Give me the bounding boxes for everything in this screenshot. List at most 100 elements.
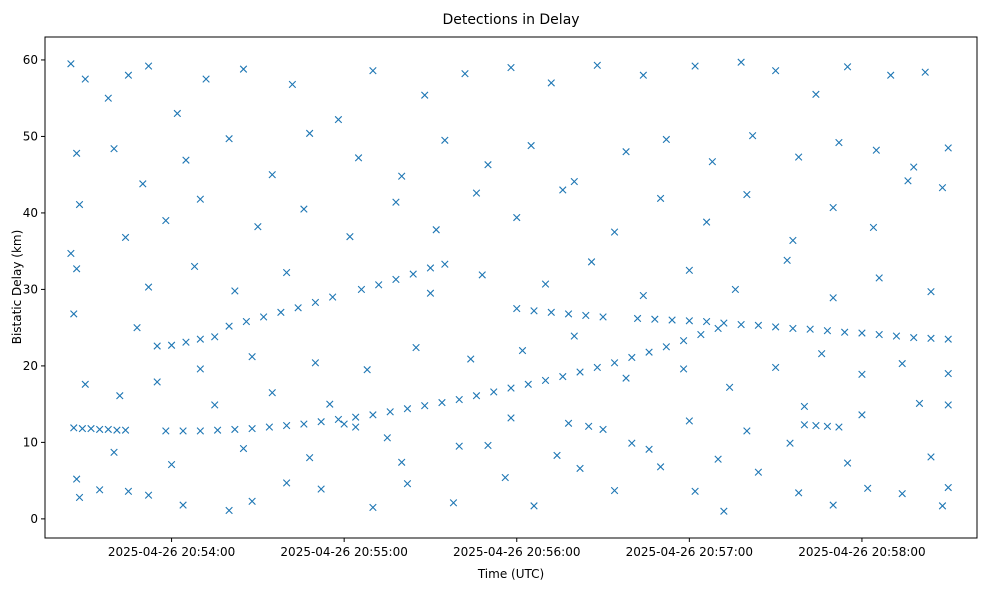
data-point xyxy=(559,186,567,194)
data-point xyxy=(944,335,952,343)
data-point xyxy=(843,63,852,71)
y-tick-label: 0 xyxy=(30,512,38,526)
data-point xyxy=(927,453,935,461)
data-point xyxy=(95,425,104,434)
data-point xyxy=(754,468,763,476)
data-point xyxy=(268,388,276,397)
data-point xyxy=(691,487,699,496)
data-point xyxy=(72,265,81,273)
data-point xyxy=(794,489,803,497)
y-tick-label: 20 xyxy=(23,359,38,373)
data-point xyxy=(121,233,130,242)
data-point xyxy=(70,310,78,318)
data-point xyxy=(582,311,590,320)
data-point xyxy=(268,170,276,179)
data-point xyxy=(162,216,170,225)
data-point xyxy=(662,343,671,351)
data-point xyxy=(628,439,636,447)
data-point xyxy=(685,417,694,425)
data-point xyxy=(282,479,291,487)
data-point xyxy=(570,332,578,340)
data-point xyxy=(944,483,952,492)
data-point xyxy=(720,319,728,327)
data-point xyxy=(95,486,104,494)
data-point xyxy=(248,424,256,433)
data-point xyxy=(110,144,118,153)
data-point xyxy=(363,366,371,374)
data-point xyxy=(771,323,780,331)
data-point xyxy=(421,401,429,410)
data-point xyxy=(369,503,377,512)
data-point xyxy=(564,310,573,318)
x-tick-label: 2025-04-26 20:57:00 xyxy=(626,545,753,559)
x-tick-label: 2025-04-26 20:58:00 xyxy=(798,545,925,559)
data-point xyxy=(277,308,285,317)
data-point xyxy=(656,463,665,471)
data-point xyxy=(426,264,435,272)
data-point xyxy=(610,228,619,236)
data-point xyxy=(938,502,947,510)
x-axis-label: Time (UTC) xyxy=(477,567,544,581)
data-point xyxy=(915,399,924,408)
data-point xyxy=(211,401,219,409)
data-point xyxy=(823,327,832,335)
data-point xyxy=(182,338,190,346)
data-point xyxy=(927,288,935,296)
data-point xyxy=(144,62,153,70)
data-point xyxy=(438,398,446,407)
data-point xyxy=(524,380,532,388)
data-point xyxy=(771,66,780,75)
data-point xyxy=(835,138,843,147)
data-point xyxy=(467,355,475,363)
data-point xyxy=(490,388,498,396)
data-point xyxy=(743,427,751,435)
data-point xyxy=(374,281,383,289)
data-point xyxy=(248,497,256,505)
data-point xyxy=(484,441,492,450)
data-point xyxy=(530,502,538,510)
data-point xyxy=(748,131,757,140)
data-point xyxy=(639,71,648,79)
chart-title: Detections in Delay xyxy=(442,12,579,28)
data-point xyxy=(412,343,420,352)
data-point xyxy=(898,359,906,368)
data-point xyxy=(685,317,694,325)
data-point xyxy=(622,148,630,156)
data-point xyxy=(369,66,377,75)
data-point xyxy=(179,501,187,509)
data-point xyxy=(81,380,89,388)
data-point xyxy=(239,444,248,453)
data-point xyxy=(225,506,233,515)
data-point xyxy=(81,75,89,83)
data-point xyxy=(587,258,596,266)
data-point xyxy=(113,426,121,434)
data-point xyxy=(211,333,219,341)
data-point xyxy=(383,434,391,442)
data-point xyxy=(513,304,521,313)
data-point xyxy=(944,401,952,409)
data-point xyxy=(305,453,314,462)
data-point xyxy=(288,80,297,89)
data-point xyxy=(139,180,147,188)
data-point xyxy=(656,194,665,203)
data-point xyxy=(702,317,711,326)
data-point xyxy=(501,473,509,482)
y-tick-label: 10 xyxy=(23,435,38,449)
data-point xyxy=(441,136,449,144)
data-point xyxy=(584,422,593,431)
data-point xyxy=(725,383,734,392)
data-point xyxy=(282,268,291,277)
plot-marks xyxy=(67,58,952,515)
data-point xyxy=(840,328,849,336)
data-point xyxy=(872,146,881,154)
data-point xyxy=(116,392,124,400)
data-point xyxy=(259,313,268,321)
data-point xyxy=(455,442,463,450)
data-point xyxy=(346,232,354,241)
data-point xyxy=(311,298,320,307)
data-point xyxy=(875,274,883,282)
data-point xyxy=(789,236,797,245)
data-point xyxy=(507,384,515,392)
data-point xyxy=(541,280,550,288)
data-point xyxy=(196,195,205,203)
